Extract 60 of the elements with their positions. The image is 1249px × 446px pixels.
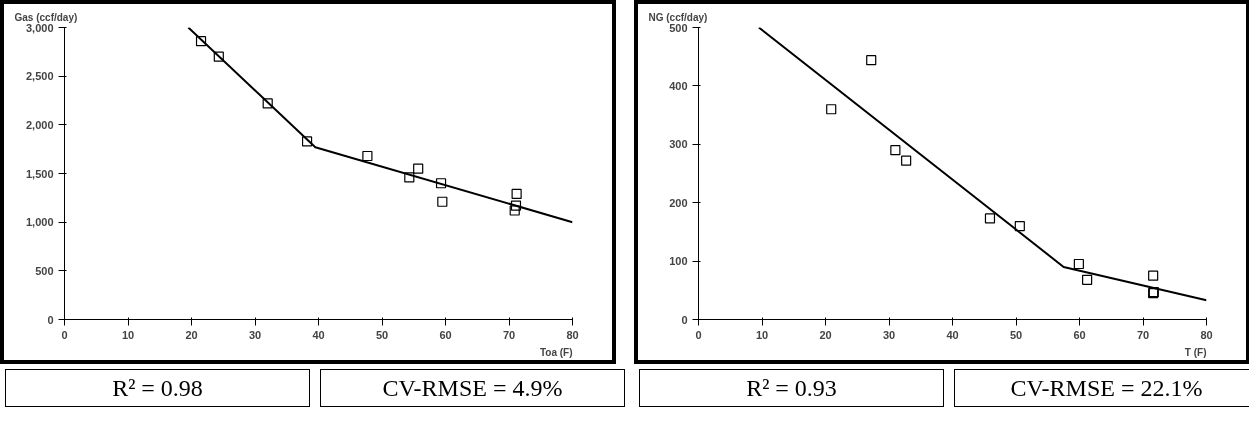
point: [1014, 220, 1025, 232]
point: [195, 36, 207, 47]
point: [866, 55, 877, 66]
x-tick-label: 40: [312, 328, 325, 341]
x-tick-label: 50: [375, 328, 389, 341]
x-tick-label: 0: [695, 328, 702, 341]
x-tick-label: 20: [185, 328, 198, 341]
text: R² = 0.98: [112, 374, 203, 403]
x-tick-label: 10: [755, 328, 769, 341]
point: [1148, 270, 1159, 281]
y-tick-label: 200: [669, 196, 688, 209]
x-tick-label: 30: [248, 328, 262, 341]
y-tick-label: 2,500: [25, 70, 54, 83]
x-tick-label: 0: [61, 328, 68, 341]
point: [435, 178, 447, 189]
y-tick-label: 500: [669, 21, 688, 34]
point: [984, 213, 996, 224]
x-tick-label: 10: [121, 328, 135, 341]
x-tick-label: 80: [566, 328, 579, 341]
x-axis-title: T (F): [1184, 346, 1207, 358]
point: [1073, 258, 1084, 270]
point: [262, 98, 273, 109]
point: [826, 104, 837, 115]
text: CV-RMSE = 22.1%: [1010, 374, 1203, 403]
text: CV-RMSE = 4.9%: [382, 374, 563, 403]
point: [404, 172, 415, 183]
y-tick-label: 500: [35, 264, 54, 277]
y-tick-label: 1,000: [25, 216, 54, 229]
x-tick-label: 30: [882, 328, 896, 341]
x-axis-title: Toa (F): [539, 346, 573, 358]
point: [362, 150, 373, 162]
point: [901, 155, 912, 166]
point: [413, 163, 424, 174]
x-tick-label: 20: [819, 328, 832, 341]
x-tick-label: 60: [439, 328, 452, 341]
y-axis-title: Gas (ccf/day): [14, 11, 78, 23]
y-tick-label: 100: [669, 255, 688, 268]
x-tick-label: 70: [1136, 328, 1150, 341]
y-tick-label: 3,000: [25, 21, 54, 34]
point: [213, 51, 224, 62]
x-tick-label: 40: [946, 328, 959, 341]
y-tick-label: 0: [681, 313, 688, 326]
point: [509, 205, 520, 216]
x-tick-label: 70: [502, 328, 516, 341]
point: [510, 200, 522, 211]
y-tick-label: 400: [669, 79, 688, 92]
point: [301, 136, 313, 147]
x-tick-label: 50: [1009, 328, 1023, 341]
y-axis-title: NG (ccf/day): [648, 11, 708, 23]
x-tick-label: 60: [1073, 328, 1086, 341]
point: [511, 188, 522, 200]
point: [1082, 274, 1093, 285]
y-tick-label: 1,500: [25, 167, 54, 180]
x-tick-label: 80: [1200, 328, 1213, 341]
y-tick-label: 0: [47, 313, 54, 326]
point: [437, 196, 448, 207]
point: [890, 145, 901, 156]
text: R² = 0.93: [746, 374, 837, 403]
y-tick-label: 300: [669, 138, 688, 151]
y-tick-label: 2,000: [25, 118, 54, 131]
